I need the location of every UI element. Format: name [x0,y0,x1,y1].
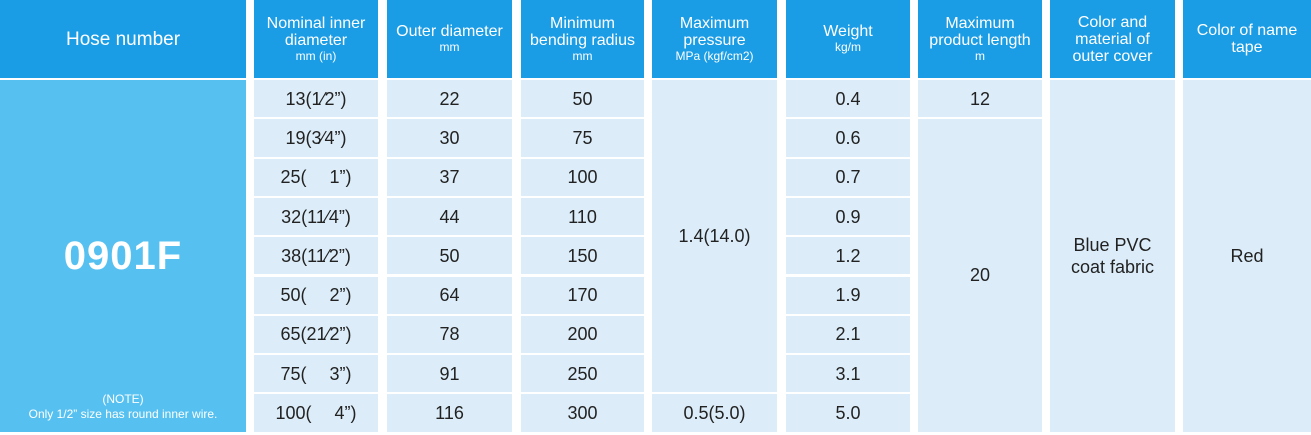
data-cell: 78 [387,315,512,354]
header-cell: Color and material of outer cover [1050,0,1175,78]
pressure-cell: 0.5(5.0) [652,394,777,432]
data-cell: 65(21⁄2”) [254,315,378,354]
data-cell: 0.9 [786,197,910,236]
data-cell: 25( 1”) [254,158,378,196]
header-unit: mm [572,48,593,63]
data-cell: 50 [387,237,512,275]
note-line: Only 1/2” size has round inner wire. [28,406,218,421]
data-cell: 300 [521,394,644,432]
header-unit: mm [439,40,460,54]
data-cell: 2.1 [786,315,910,354]
data-cell: 200 [521,315,644,354]
header-unit: m [975,48,985,63]
length-cell: 20 [918,119,1042,432]
header-unit: MPa (kgf/cm2) [675,48,754,63]
pressure-cell: 1.4(14.0) [652,80,777,393]
data-cell: 50( 2”) [254,276,378,314]
data-cell: 0.7 [786,158,910,196]
header-label: Hose number [65,28,181,50]
header-label: Maximum product length [929,14,1031,49]
data-cell: 75 [521,119,644,157]
data-cell: 0.4 [786,80,910,118]
data-cell: 170 [521,276,644,314]
data-cell: 13(1⁄2”) [254,80,378,118]
data-cell: 50 [521,80,644,118]
data-cell: 0.6 [786,119,910,157]
header-label: Color of name tape [1196,22,1298,56]
header-label: Nominal inner diameter [266,14,366,49]
data-cell: 37 [387,158,512,196]
header-cell: Nominal inner diameter mm (in) [254,0,378,78]
header-cell: Minimum bending radius mm [521,0,644,78]
data-cell: 100( 4”) [254,394,378,432]
data-cell: 1.2 [786,237,910,275]
cover-cell: Blue PVC coat fabric [1050,80,1175,432]
data-cell: 30 [387,119,512,157]
hose-number-cell: 0901F (NOTE) Only 1/2” size has round inne… [0,80,246,432]
data-cell: 19(3⁄4”) [254,119,378,157]
data-cell: 22 [387,80,512,118]
header-cell: Color of name tape [1183,0,1311,78]
header-cell: Maximum pressure MPa (kgf/cm2) [652,0,777,78]
data-cell: 1.9 [786,276,910,314]
data-cell: 91 [387,355,512,393]
data-cell: 3.1 [786,355,910,393]
header-cell: Hose number [0,0,246,78]
data-cell: 32(11⁄4”) [254,197,378,236]
data-cell: 110 [521,197,644,236]
data-cell: 38(11⁄2”) [254,237,378,275]
header-label: Maximum pressure [679,14,750,49]
data-cell: 64 [387,276,512,314]
hose-number: 0901F [63,233,183,278]
header-label: Minimum bending radius [530,14,635,49]
data-cell: 250 [521,355,644,393]
data-cell: 44 [387,197,512,236]
header-label: Color and material of outer cover [1072,13,1153,65]
data-cell: 150 [521,237,644,275]
note-line: (NOTE) [102,391,144,406]
header-cell: Weight kg/m [786,0,910,78]
header-cell: Maximum product length m [918,0,1042,78]
data-cell: 75( 3”) [254,355,378,393]
data-cell: 116 [387,394,512,432]
header-unit: mm (in) [295,48,337,63]
data-cell: 100 [521,158,644,196]
header-label: Outer diameter [396,23,503,40]
header-label: Weight [823,23,873,40]
length-cell: 12 [918,80,1042,118]
header-unit: kg/m [834,40,861,54]
note: (NOTE) Only 1/2” size has round inner wir… [0,392,246,422]
header-cell: Outer diameter mm [387,0,512,78]
tape-cell: Red [1183,80,1311,432]
data-cell: 5.0 [786,394,910,432]
